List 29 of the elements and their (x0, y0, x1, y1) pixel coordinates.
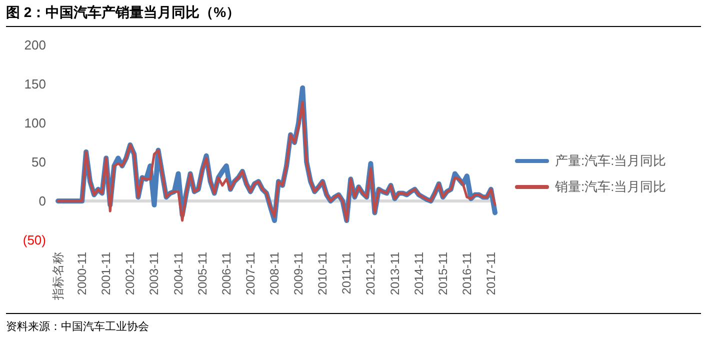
x-tick-label: 2002-11 (123, 252, 138, 296)
x-tick-label: 2013-11 (388, 252, 402, 296)
y-tick-label: 150 (24, 76, 46, 92)
x-tick-label: 2010-11 (316, 252, 330, 296)
x-tick-label: 2007-11 (243, 252, 258, 296)
x-tick-label: 2000-11 (75, 252, 90, 296)
x-tick-label: 2001-11 (99, 252, 114, 296)
y-tick-label: (50) (22, 232, 46, 248)
x-tick-label: 2014-11 (412, 252, 426, 296)
y-tick-label: 100 (24, 116, 46, 130)
x-tick-label: 指标名称 (51, 252, 65, 301)
y-tick-label: 50 (32, 154, 46, 170)
y-tick-label: 0 (38, 194, 46, 208)
x-tick-label: 2016-11 (460, 252, 474, 296)
x-tick-label: 2005-11 (195, 252, 210, 296)
legend-label: 销量:汽车:当月同比 (555, 178, 666, 196)
x-tick-label: 2012-11 (364, 252, 378, 296)
x-tick-label: 2015-11 (436, 252, 450, 296)
y-tick-label: 200 (24, 38, 46, 52)
x-tick-label: 2008-11 (267, 252, 282, 296)
x-tick-label: 2017-11 (484, 252, 498, 296)
x-tick-label: 2006-11 (219, 252, 234, 296)
x-tick-label: 2003-11 (147, 252, 162, 296)
text: 资料来源：中国汽车工业协会 (6, 320, 149, 334)
legend-label: 产量:汽车:当月同比 (555, 152, 666, 170)
x-tick-label: 2011-11 (340, 252, 354, 294)
x-tick-label: 2009-11 (292, 252, 306, 296)
chart-title: 图 2：中国汽车产销量当月同比（%） (6, 4, 240, 22)
x-tick-label: 2004-11 (171, 252, 186, 296)
